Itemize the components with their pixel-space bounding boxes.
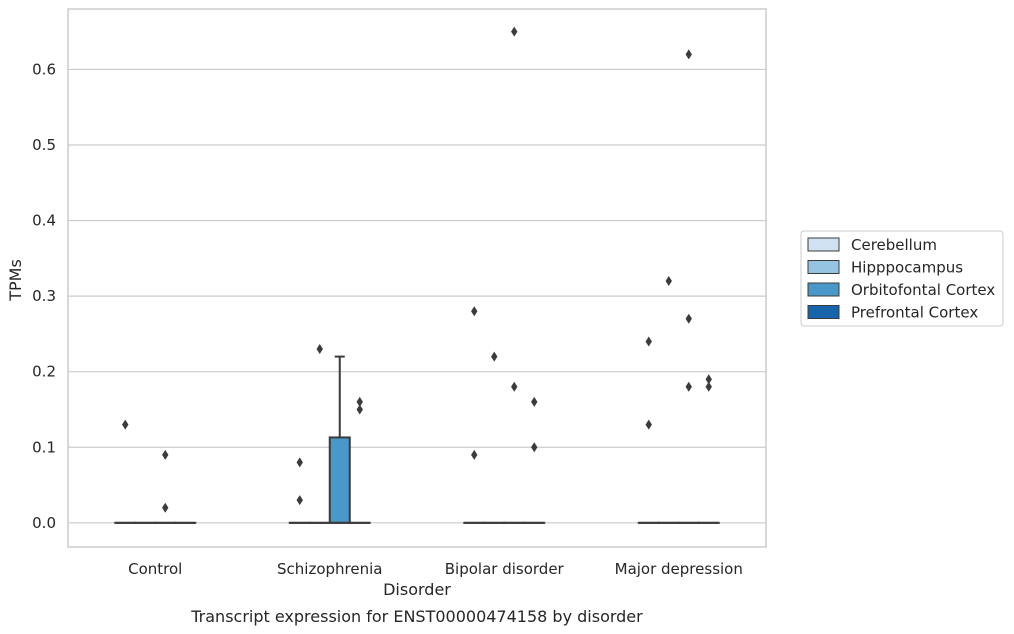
outlier-point [471,306,478,317]
legend-label: Prefrontal Cortex [851,304,978,322]
legend-swatch [807,305,840,319]
outlier-point [685,381,692,392]
outlier-point [531,442,538,453]
y-tick-label: 0.6 [32,60,56,78]
y-tick-label: 0.0 [32,514,56,532]
y-tick-label: 0.3 [32,287,56,305]
outlier-points [122,26,712,513]
legend-swatch [807,260,840,274]
legend-label: Cerebellum [851,236,937,254]
y-axis-label: TPMs [6,259,25,302]
legend-item: Hipppocampus [807,259,963,277]
legend: Cerebellum Hipppocampus Orbitofontal Corte… [800,230,1004,327]
legend-item: Cerebellum [807,236,937,254]
outlier-point [511,381,518,392]
plot-frame [67,8,767,548]
outlier-point [162,449,169,460]
x-tick-label: Control [128,560,182,578]
outlier-point [705,381,712,392]
x-tick-label: Bipolar disorder [445,560,565,578]
x-axis-label: Disorder [383,580,451,599]
y-tick-label: 0.2 [32,363,56,381]
y-tick-label: 0.5 [32,136,56,154]
outlier-point [296,495,303,506]
legend-swatch [807,282,840,297]
outlier-point [705,374,712,385]
outlier-point [685,49,692,60]
y-tick-label: 0.4 [32,212,56,230]
x-tick-labels: Control Schizophrenia Bipolar disorder Majo… [128,560,743,578]
outlier-point [356,404,363,415]
outlier-point [645,419,652,430]
chart-caption: Transcript expression for ENST0000047415… [190,607,643,626]
outlier-point [685,313,692,324]
boxes [114,355,720,524]
x-tick-label: Schizophrenia [277,560,382,578]
outlier-point [316,344,323,355]
legend-item: Prefrontal Cortex [807,304,978,322]
outlier-point [645,336,652,347]
outlier-point [531,396,538,407]
outlier-point [296,457,303,468]
outlier-point [471,449,478,460]
y-tick-label: 0.1 [32,438,56,456]
legend-item: Orbitofontal Cortex [807,281,995,299]
outlier-point [491,351,498,362]
x-tick-label: Major depression [615,560,743,578]
box-body [328,436,351,524]
outlier-point [665,276,672,287]
y-tick-labels: 0.0 0.1 0.2 0.3 0.4 0.5 0.6 [32,60,56,531]
legend-label: Hipppocampus [851,259,963,277]
outlier-point [511,26,518,37]
outlier-point [356,396,363,407]
box-1-2 [328,355,351,524]
legend-entries: Cerebellum Hipppocampus Orbitofontal Corte… [807,236,995,322]
legend-swatch [807,237,840,252]
outlier-point [122,419,129,430]
outlier-point [162,502,169,513]
legend-frame [800,230,1004,327]
legend-label: Orbitofontal Cortex [851,281,995,299]
